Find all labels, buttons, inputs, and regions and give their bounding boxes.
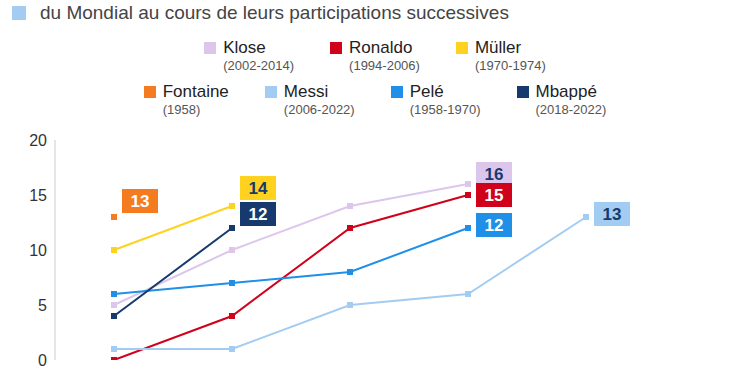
html-text:(1970-1974): (1970-1974)	[474, 58, 546, 73]
html-text:du Mondial au cours de leurs p: du Mondial au cours de leurs participati…	[40, 2, 509, 23]
svg-text:12: 12	[485, 216, 504, 235]
svg-text:16: 16	[485, 165, 504, 184]
html-text:Mbappé: Mbappé	[535, 82, 597, 101]
svg-text:13: 13	[131, 192, 150, 211]
html-text:Ronaldo: Ronaldo	[349, 38, 413, 57]
html-text:Messi: Messi	[283, 82, 329, 101]
svg-text:12: 12	[249, 205, 268, 224]
svg-text:5: 5	[38, 297, 47, 314]
html-text:(2002-2014): (2002-2014)	[223, 58, 295, 73]
html-text:(1958-1970): (1958-1970)	[409, 102, 481, 117]
svg-text:15: 15	[29, 187, 47, 204]
svg-text:14: 14	[249, 179, 268, 198]
svg-text:15: 15	[485, 186, 504, 205]
svg-text:10: 10	[29, 242, 47, 259]
svg-text:20: 20	[29, 132, 47, 149]
html-text:Klose: Klose	[223, 38, 266, 57]
svg-text:0: 0	[38, 352, 47, 369]
html-text:Fontaine: Fontaine	[162, 82, 229, 101]
html-text:Müller: Müller	[474, 38, 522, 57]
html-text:(2006-2022): (2006-2022)	[283, 102, 355, 117]
html-text:(1958): (1958)	[162, 102, 201, 117]
svg-text:13: 13	[603, 205, 622, 224]
html-text:(1994-2006): (1994-2006)	[349, 58, 420, 73]
html-text:Pelé: Pelé	[409, 82, 444, 101]
html-text:(2018-2022): (2018-2022)	[535, 102, 607, 117]
